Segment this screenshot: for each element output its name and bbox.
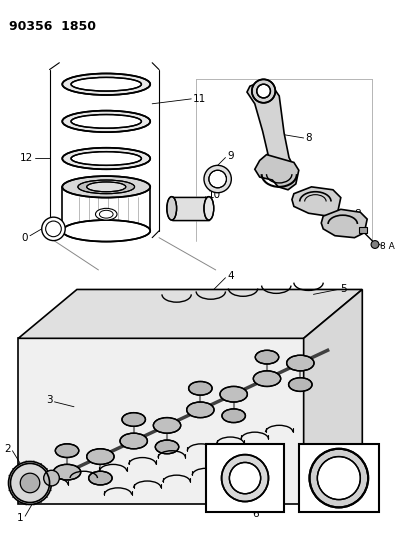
Ellipse shape	[167, 197, 177, 220]
Ellipse shape	[204, 197, 214, 220]
Ellipse shape	[71, 115, 141, 128]
Circle shape	[257, 84, 270, 98]
Ellipse shape	[62, 74, 150, 95]
Text: 8: 8	[354, 209, 361, 219]
Circle shape	[310, 449, 368, 507]
Ellipse shape	[255, 350, 279, 364]
Circle shape	[204, 165, 231, 193]
Ellipse shape	[287, 355, 314, 371]
Polygon shape	[292, 187, 341, 216]
Text: 6: 6	[252, 509, 259, 519]
Text: 1: 1	[17, 513, 23, 523]
Ellipse shape	[155, 440, 179, 454]
Circle shape	[229, 463, 261, 494]
Ellipse shape	[253, 371, 281, 386]
Ellipse shape	[62, 176, 150, 198]
Ellipse shape	[71, 152, 141, 165]
Ellipse shape	[122, 413, 145, 426]
Text: 9: 9	[227, 151, 234, 160]
Ellipse shape	[78, 180, 135, 193]
Text: 3: 3	[46, 395, 53, 405]
Circle shape	[44, 470, 59, 486]
Ellipse shape	[55, 444, 79, 457]
Ellipse shape	[188, 382, 212, 395]
Circle shape	[42, 217, 65, 240]
Ellipse shape	[153, 417, 181, 433]
Ellipse shape	[95, 208, 117, 220]
Text: 8 A: 8 A	[380, 242, 395, 251]
Text: 5: 5	[340, 285, 346, 294]
Text: 13: 13	[304, 494, 317, 504]
Ellipse shape	[87, 449, 114, 464]
Ellipse shape	[62, 220, 150, 241]
Ellipse shape	[187, 402, 214, 418]
Text: 12: 12	[20, 152, 33, 163]
Polygon shape	[255, 155, 299, 190]
Circle shape	[20, 473, 40, 492]
Circle shape	[8, 462, 51, 504]
Circle shape	[371, 240, 379, 248]
Text: 4: 4	[227, 271, 234, 281]
Ellipse shape	[62, 111, 150, 132]
Text: 0: 0	[21, 233, 28, 243]
Ellipse shape	[62, 148, 150, 169]
Polygon shape	[18, 289, 362, 338]
Ellipse shape	[87, 182, 126, 192]
Text: 11: 11	[193, 94, 206, 104]
Text: 10: 10	[208, 190, 221, 200]
Bar	[299, 444, 379, 512]
Bar	[172, 197, 209, 220]
Circle shape	[209, 170, 227, 188]
Text: 2: 2	[4, 444, 10, 454]
Bar	[206, 444, 284, 512]
Ellipse shape	[289, 378, 312, 391]
Text: 14: 14	[212, 444, 225, 454]
Polygon shape	[18, 338, 304, 504]
Text: 8: 8	[306, 133, 312, 143]
Circle shape	[317, 457, 360, 499]
Polygon shape	[304, 289, 362, 504]
Polygon shape	[247, 84, 294, 182]
Polygon shape	[321, 209, 367, 238]
Text: 90356  1850: 90356 1850	[8, 20, 95, 33]
Ellipse shape	[120, 433, 147, 449]
Ellipse shape	[222, 409, 246, 423]
Circle shape	[222, 455, 268, 502]
Ellipse shape	[53, 464, 81, 480]
Bar	[359, 227, 367, 233]
Ellipse shape	[71, 77, 141, 91]
Ellipse shape	[89, 471, 112, 485]
Ellipse shape	[220, 386, 248, 402]
Circle shape	[252, 79, 275, 103]
Text: 7: 7	[325, 190, 332, 200]
